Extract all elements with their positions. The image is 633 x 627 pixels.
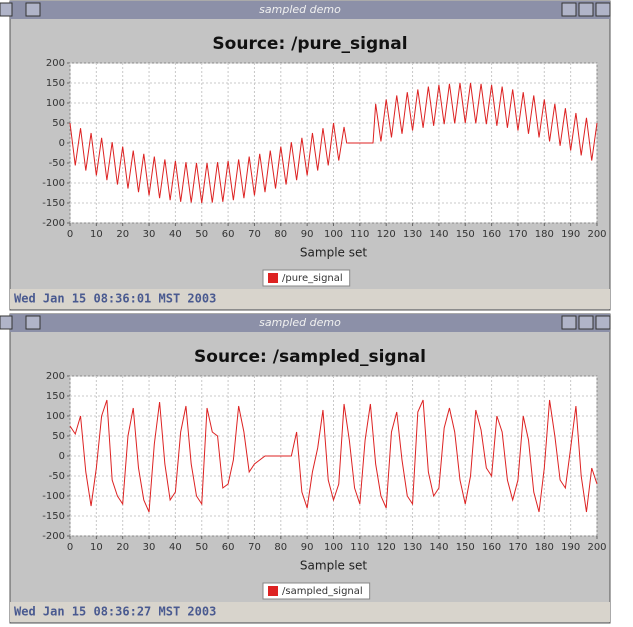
legend-label: /sampled_signal <box>282 586 363 597</box>
menu-button[interactable] <box>0 2 13 17</box>
x-tick-label: 150 <box>456 542 475 553</box>
x-tick-label: 150 <box>456 229 475 240</box>
y-tick-label: 150 <box>46 78 65 89</box>
x-tick-label: 200 <box>587 229 606 240</box>
maximize-button[interactable] <box>561 2 577 17</box>
legend-label: /pure_signal <box>282 273 343 284</box>
maximize-button[interactable] <box>561 315 577 330</box>
legend-swatch <box>268 273 278 283</box>
window: sampled demo Wed Jan 15 08:36:27 MST 2003… <box>0 313 611 624</box>
x-tick-label: 0 <box>67 229 73 240</box>
x-tick-label: 190 <box>561 229 580 240</box>
x-tick-label: 20 <box>116 542 129 553</box>
x-tick-label: 100 <box>324 542 343 553</box>
iconify-button[interactable] <box>578 315 594 330</box>
x-tick-label: 110 <box>350 229 369 240</box>
y-tick-label: 100 <box>46 98 65 109</box>
x-tick-label: 140 <box>429 542 448 553</box>
x-tick-label: 180 <box>535 542 554 553</box>
iconify-button[interactable] <box>578 2 594 17</box>
x-axis-label: Sample set <box>300 246 367 260</box>
y-tick-label: 100 <box>46 411 65 422</box>
title-bar <box>10 314 610 332</box>
x-tick-label: 190 <box>561 542 580 553</box>
x-tick-label: 170 <box>508 229 527 240</box>
line-series <box>69 82 598 204</box>
x-tick-label: 110 <box>350 542 369 553</box>
window: sampled demo Wed Jan 15 08:36:01 MST 2003… <box>0 0 611 311</box>
y-tick-label: 50 <box>52 118 65 129</box>
window-menu-button[interactable] <box>25 2 41 17</box>
window-menu-button[interactable] <box>25 315 41 330</box>
x-tick-label: 30 <box>143 542 156 553</box>
chart-title: Source: /pure_signal <box>212 34 407 54</box>
legend-box <box>262 582 371 600</box>
x-tick-label: 160 <box>482 229 501 240</box>
y-tick-label: -150 <box>42 198 65 209</box>
x-tick-label: 70 <box>248 542 261 553</box>
x-tick-label: 70 <box>248 229 261 240</box>
y-tick-label: -50 <box>49 471 65 482</box>
status-bar <box>10 289 610 309</box>
x-tick-label: 20 <box>116 229 129 240</box>
close-button[interactable] <box>595 2 611 17</box>
x-tick-label: 160 <box>482 542 501 553</box>
x-tick-label: 0 <box>67 542 73 553</box>
legend-swatch <box>268 586 278 596</box>
y-tick-label: -50 <box>49 158 65 169</box>
y-tick-label: -100 <box>42 178 65 189</box>
x-tick-label: 60 <box>222 229 235 240</box>
line-series <box>69 399 598 513</box>
y-tick-label: -150 <box>42 511 65 522</box>
legend-box <box>262 269 351 287</box>
y-tick-label: -200 <box>42 218 65 229</box>
legend: /pure_signal <box>262 269 351 287</box>
x-tick-label: 50 <box>195 542 208 553</box>
status-text: Wed Jan 15 08:36:01 MST 2003 <box>14 292 216 306</box>
x-axis-label: Sample set <box>300 559 367 573</box>
y-tick-label: 200 <box>46 371 65 382</box>
status-text: Wed Jan 15 08:36:27 MST 2003 <box>14 605 216 619</box>
x-tick-label: 60 <box>222 542 235 553</box>
x-tick-label: 80 <box>274 542 287 553</box>
close-button[interactable] <box>595 315 611 330</box>
x-tick-label: 50 <box>195 229 208 240</box>
x-tick-label: 100 <box>324 229 343 240</box>
x-tick-label: 80 <box>274 229 287 240</box>
x-tick-label: 10 <box>90 229 103 240</box>
x-tick-label: 170 <box>508 542 527 553</box>
title-bar <box>10 1 610 19</box>
x-tick-label: 120 <box>377 542 396 553</box>
chart-title: Source: /sampled_signal <box>194 347 426 367</box>
y-tick-label: 0 <box>59 138 65 149</box>
x-tick-label: 30 <box>143 229 156 240</box>
legend: /sampled_signal <box>262 582 371 600</box>
y-tick-label: 200 <box>46 58 65 69</box>
y-tick-label: -200 <box>42 531 65 542</box>
menu-button[interactable] <box>0 315 13 330</box>
x-tick-label: 90 <box>301 542 314 553</box>
y-tick-label: 150 <box>46 391 65 402</box>
x-tick-label: 40 <box>169 542 182 553</box>
x-tick-label: 140 <box>429 229 448 240</box>
x-tick-label: 130 <box>403 542 422 553</box>
x-tick-label: 200 <box>587 542 606 553</box>
window-title: sampled demo <box>259 316 341 329</box>
x-tick-label: 180 <box>535 229 554 240</box>
x-tick-label: 40 <box>169 229 182 240</box>
x-tick-label: 90 <box>301 229 314 240</box>
y-tick-label: 50 <box>52 431 65 442</box>
x-tick-label: 130 <box>403 229 422 240</box>
status-bar <box>10 602 610 622</box>
window-title: sampled demo <box>259 3 341 16</box>
x-tick-label: 120 <box>377 229 396 240</box>
y-tick-label: 0 <box>59 451 65 462</box>
y-tick-label: -100 <box>42 491 65 502</box>
x-tick-label: 10 <box>90 542 103 553</box>
